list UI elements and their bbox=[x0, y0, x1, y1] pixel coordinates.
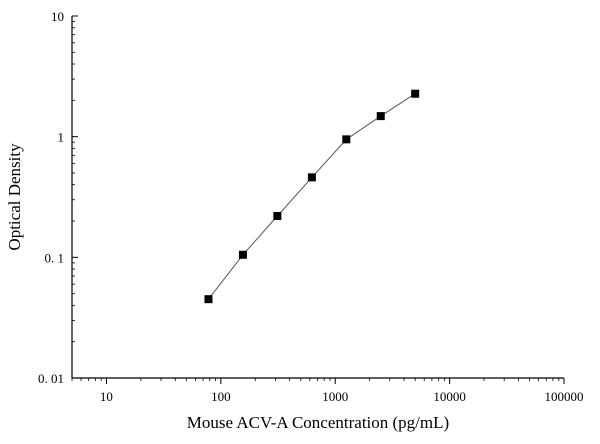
data-point bbox=[411, 89, 420, 98]
y-axis-ticks: 0. 01 0. 1 1 10 bbox=[38, 9, 78, 386]
y-tick-label: 0. 01 bbox=[38, 371, 64, 386]
data-point bbox=[307, 173, 316, 182]
data-point bbox=[342, 135, 351, 144]
data-point bbox=[238, 250, 247, 259]
y-tick-label: 1 bbox=[58, 130, 65, 145]
x-tick-label: 1000 bbox=[322, 389, 348, 404]
plot-area bbox=[71, 16, 564, 379]
y-tick-label: 0. 1 bbox=[45, 250, 65, 265]
x-tick-label: 100 bbox=[211, 389, 231, 404]
x-tick-label: 100000 bbox=[545, 389, 584, 404]
data-point bbox=[204, 295, 213, 304]
series-layer bbox=[204, 89, 420, 304]
x-tick-label: 10 bbox=[100, 389, 113, 404]
series-line bbox=[208, 93, 416, 300]
x-tick-label: 10000 bbox=[433, 389, 466, 404]
y-tick-label: 10 bbox=[51, 9, 64, 24]
x-axis-ticks: 10 100 1000 10000 100000 bbox=[71, 378, 584, 404]
data-point bbox=[273, 212, 282, 221]
data-point bbox=[376, 112, 385, 121]
y-axis-title: Optical Density bbox=[5, 143, 24, 251]
x-axis-title: Mouse ACV-A Concentration (pg/mL) bbox=[187, 413, 449, 432]
